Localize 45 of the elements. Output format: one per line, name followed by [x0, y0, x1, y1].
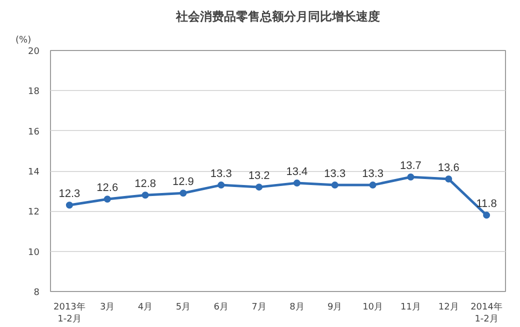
y-tick-label: 14: [28, 168, 40, 178]
point: [66, 202, 73, 209]
point: [483, 212, 490, 219]
x-tick-label: 5月: [176, 302, 191, 312]
data-label: 11.8: [476, 198, 497, 210]
point: [180, 190, 187, 197]
point: [407, 174, 414, 181]
data-label: 12.6: [96, 182, 118, 194]
data-label: 13.2: [248, 170, 270, 182]
data-label: 13.4: [286, 166, 308, 178]
x-tick-label: 8月: [290, 302, 304, 312]
x-tick-label: 12月: [438, 302, 459, 312]
data-label: 13.6: [438, 162, 460, 174]
x-tick-label: 3月: [100, 302, 115, 312]
point: [256, 184, 263, 191]
y-tick-label: 12: [28, 208, 40, 218]
x-tick-label: 10月: [362, 302, 384, 312]
x-tick-label: 6月: [214, 302, 228, 312]
x-tick-label: 11月: [400, 302, 421, 312]
data-label: 12.9: [172, 176, 194, 188]
y-tick-label: 16: [28, 127, 40, 138]
y-tick-label: 20: [28, 47, 40, 57]
data-label: 12.8: [134, 178, 156, 190]
point: [445, 176, 452, 183]
chart-title: 社会消费品零售总额分月同比增长速度: [175, 10, 380, 24]
point: [104, 196, 111, 203]
point: [293, 180, 300, 187]
y-tick-label: 10: [28, 248, 40, 258]
data-label: 13.3: [362, 168, 384, 180]
point: [218, 182, 225, 189]
point: [142, 192, 149, 199]
data-label: 13.3: [210, 168, 232, 180]
data-label: 13.3: [324, 168, 346, 180]
x-tick-label: 4月: [138, 302, 153, 312]
point: [331, 182, 338, 189]
data-label: 12.3: [58, 188, 80, 200]
point: [369, 182, 376, 189]
y-axis-title: (%): [16, 36, 32, 46]
x-tick-label: 2013年 1-2月: [54, 302, 86, 324]
x-tick-label: 7月: [252, 302, 266, 312]
y-tick-label: 8: [34, 288, 40, 298]
x-tick-label: 9月: [328, 302, 342, 312]
data-label: 13.7: [400, 160, 422, 172]
x-tick-label: 2014年 1-2月: [470, 302, 502, 324]
y-tick-label: 18: [28, 87, 40, 98]
